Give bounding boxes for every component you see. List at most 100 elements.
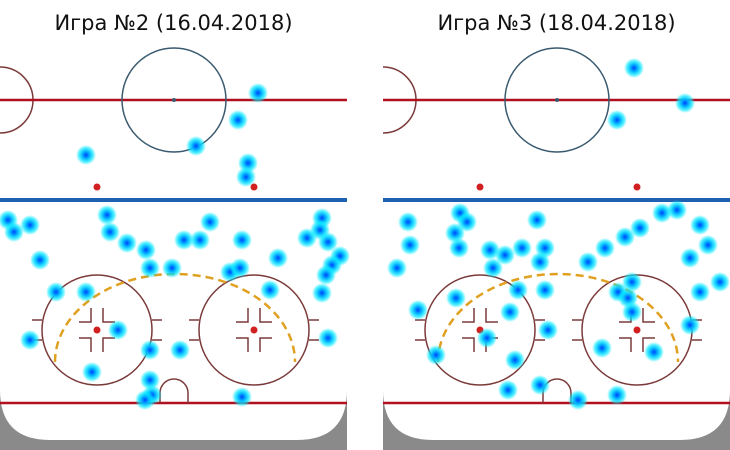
shot-point	[30, 250, 50, 270]
shot-point	[652, 203, 672, 223]
shot-point	[535, 280, 555, 300]
shot-point	[675, 93, 695, 113]
faceoff-marks	[189, 308, 319, 352]
shot-point	[592, 338, 612, 358]
shot-point	[400, 235, 420, 255]
faceoff-dot	[250, 326, 258, 334]
shot-point	[232, 387, 252, 407]
shot-point	[248, 83, 268, 103]
panel-title: Игра №2 (16.04.2018)	[54, 11, 292, 35]
shot-point	[97, 205, 117, 225]
shot-point	[624, 58, 644, 78]
shot-point	[498, 380, 518, 400]
shot-point	[680, 315, 700, 335]
rink	[0, 45, 347, 440]
shot-point	[607, 385, 627, 405]
shot-point	[117, 233, 137, 253]
shot-point	[408, 300, 428, 320]
shot-point	[398, 212, 418, 232]
shot-point	[312, 283, 332, 303]
faceoff-dot	[93, 326, 101, 334]
panel: Игра №2 (16.04.2018)	[0, 11, 350, 450]
shot-point	[607, 110, 627, 130]
shot-point	[527, 210, 547, 230]
faceoff-circle	[198, 274, 310, 386]
shot-point	[230, 258, 250, 278]
shot-point	[4, 222, 24, 242]
shot-point	[568, 390, 588, 410]
shot-point	[76, 145, 96, 165]
shot-point	[622, 272, 642, 292]
shot-point	[630, 218, 650, 238]
slot-arc	[53, 272, 297, 363]
neutral-dot	[93, 183, 101, 191]
faceoff-dot	[633, 326, 641, 334]
shot-point	[108, 320, 128, 340]
shot-point	[500, 302, 520, 322]
shot-point	[260, 280, 280, 300]
shot-point	[232, 230, 252, 250]
shot-point	[445, 223, 465, 243]
shot-point	[495, 245, 515, 265]
shot-point	[505, 350, 525, 370]
shot-point	[136, 240, 156, 260]
shot-point	[538, 320, 558, 340]
shot-point	[595, 238, 615, 258]
neutral-dot	[476, 183, 484, 191]
shot-point	[236, 167, 256, 187]
shot-point	[644, 342, 664, 362]
shot-point	[200, 212, 220, 232]
shot-point	[190, 230, 210, 250]
shot-point	[268, 248, 288, 268]
shot-point	[530, 375, 550, 395]
shot-point	[82, 362, 102, 382]
shot-point	[615, 227, 635, 247]
shot-point	[483, 258, 503, 278]
shot-point	[690, 215, 710, 235]
shot-point	[508, 280, 528, 300]
shot-point	[140, 370, 160, 390]
faceoff-circle	[424, 274, 536, 386]
shot-point	[667, 200, 687, 220]
shot-point	[76, 282, 96, 302]
shot-point	[135, 390, 155, 410]
center-circle	[121, 47, 227, 153]
shot-point	[20, 215, 40, 235]
shot-point	[530, 252, 550, 272]
shot-point	[140, 340, 160, 360]
shot-point	[698, 235, 718, 255]
faceoff-circle	[41, 274, 153, 386]
shot-point	[170, 340, 190, 360]
shot-point	[622, 302, 642, 322]
shot-point	[387, 258, 407, 278]
panel-title: Игра №3 (18.04.2018)	[437, 11, 675, 35]
shot-point	[449, 238, 469, 258]
shot-point	[512, 238, 532, 258]
shot-point	[446, 288, 466, 308]
shot-point	[186, 136, 206, 156]
shot-point	[426, 345, 446, 365]
shot-point	[100, 222, 120, 242]
shot-point	[477, 328, 497, 348]
center-dot	[172, 98, 176, 102]
shot-point	[140, 258, 160, 278]
center-dot	[555, 98, 559, 102]
panel: Игра №3 (18.04.2018)	[382, 11, 730, 450]
slot-arc	[436, 272, 680, 363]
shot-point	[578, 252, 598, 272]
goal-crease	[159, 378, 189, 403]
center-circle	[504, 47, 610, 153]
shot-point	[316, 265, 336, 285]
shot-point	[318, 328, 338, 348]
shot-point	[174, 230, 194, 250]
shot-point	[20, 330, 40, 350]
neutral-dot	[250, 183, 258, 191]
shot-point	[162, 258, 182, 278]
neutral-dot	[633, 183, 641, 191]
shot-point	[690, 282, 710, 302]
shot-point	[710, 272, 730, 292]
shot-point	[318, 232, 338, 252]
shot-point	[46, 282, 66, 302]
shot-point	[228, 110, 248, 130]
